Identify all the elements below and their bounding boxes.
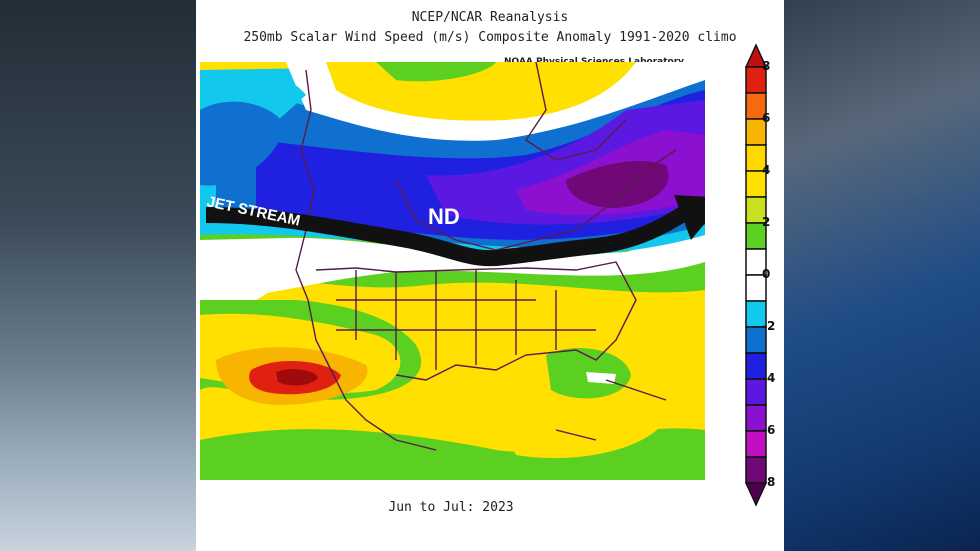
- map-panel: NCEP/NCAR Reanalysis 250mb Scalar Wind S…: [196, 0, 784, 551]
- blue-west: [200, 101, 286, 186]
- colorbar-tick-label: 0: [762, 267, 771, 281]
- green-south: [200, 428, 705, 480]
- white-west: [200, 245, 306, 300]
- tv-background-left: [0, 0, 196, 551]
- colorbar-under-triangle: [744, 482, 768, 507]
- white-band: [200, 230, 705, 300]
- darkred-core: [276, 369, 318, 386]
- jet-stream-arrow: [205, 205, 691, 267]
- map-subtitle: 250mb Scalar Wind Speed (m/s) Composite …: [243, 30, 737, 45]
- colorbar-tick-label: -6: [762, 423, 776, 437]
- colorbar-tick-label: -2: [762, 319, 776, 333]
- colorbar-tick-label: 6: [762, 111, 771, 125]
- green-arc-north: [376, 62, 496, 82]
- map-title: NCEP/NCAR Reanalysis: [411, 10, 569, 25]
- colorbar: [744, 43, 768, 507]
- colorbar-tick-label: 4: [762, 163, 771, 177]
- state-label-nd: ND: [428, 204, 460, 229]
- yellow-southeast: [496, 406, 666, 459]
- colorbar-tick-label: 2: [762, 215, 771, 229]
- colorbar-tick-label: -4: [762, 371, 776, 385]
- tv-background-right: [784, 0, 980, 551]
- colorbar-tick-label: 8: [762, 59, 771, 73]
- jet-stream-arrowhead: [674, 195, 705, 240]
- coastlines-borders: [295, 62, 677, 451]
- colorbar-tick-label: -8: [762, 475, 776, 489]
- anomaly-map: JET STREAM ND: [200, 43, 768, 507]
- date-caption: Jun to Jul: 2023: [388, 500, 514, 515]
